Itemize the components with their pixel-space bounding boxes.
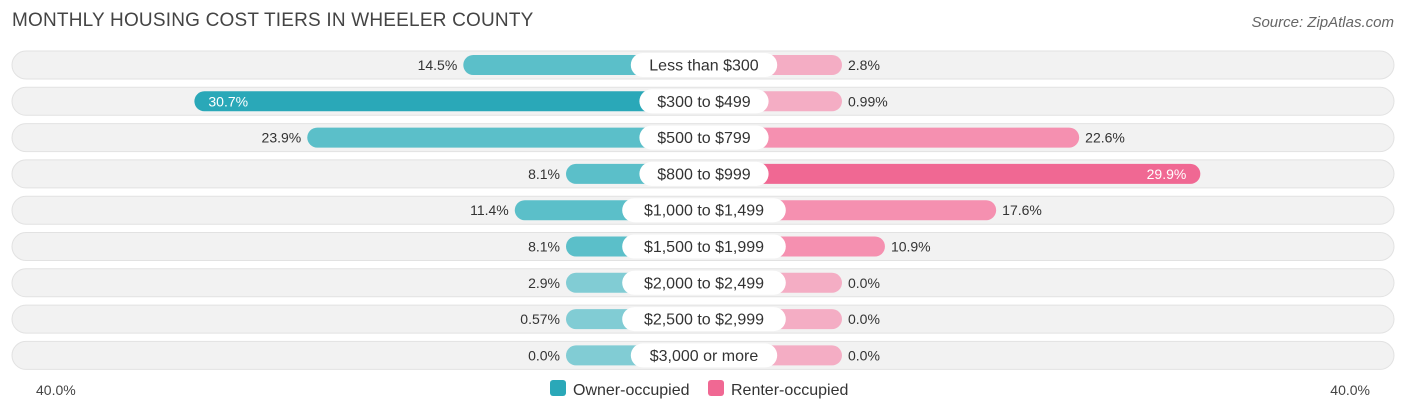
category-label: $1,000 to $1,499 [644,203,764,220]
renter-value-label: 0.0% [848,311,880,327]
category-label: $2,000 to $2,499 [644,275,764,292]
legend-label: Renter-occupied [731,382,848,399]
owner-value-label: 11.4% [470,202,509,218]
category-pill [639,89,769,114]
renter-value-label: 0.0% [848,347,880,363]
owner-bar [194,91,704,112]
chart-title: MONTHLY HOUSING COST TIERS IN WHEELER CO… [12,10,534,31]
renter-value-label: 29.9% [1147,166,1187,182]
category-pill [639,125,769,150]
owner-value-label: 14.5% [418,57,458,73]
chart-source: Source: ZipAtlas.com [1251,14,1394,31]
category-pill [622,234,786,259]
renter-bar [704,163,1201,184]
category-pill [630,53,778,77]
chart-row: $2,000 to $2,499 2.9% 0.0% [11,268,1395,298]
chart-row: $3,000 or more 0.0% 0.0% [11,340,1395,370]
owner-value-label: 8.1% [528,166,560,182]
category-pill [622,307,786,332]
category-pill [639,161,769,186]
axis-left-label: 40.0% [36,382,76,398]
owner-value-label: 0.57% [520,311,560,327]
renter-value-label: 0.0% [848,275,880,291]
category-pill [622,198,786,223]
chart-row: $1,500 to $1,999 8.1% 10.9% [11,232,1395,261]
owner-value-label: 8.1% [528,239,560,255]
renter-bar [704,127,1080,148]
renter-value-label: 0.99% [848,93,888,109]
category-pill [630,343,778,368]
owner-value-label: 0.0% [528,347,560,363]
legend: Owner-occupied Renter-occupied [550,380,848,399]
category-label: $3,000 or more [650,348,759,365]
axis-right-label: 40.0% [1330,382,1370,398]
renter-value-label: 22.6% [1085,130,1125,146]
owner-value-label: 2.9% [528,275,560,291]
category-label: $2,500 to $2,999 [644,312,764,329]
renter-value-label: 2.8% [848,57,880,73]
category-label: $1,500 to $1,999 [644,239,764,256]
chart-row: $1,000 to $1,499 11.4% 17.6% [11,195,1395,225]
legend-item: Renter-occupied [708,380,848,399]
legend-swatch [708,380,724,396]
owner-bar [307,127,704,148]
category-label: $300 to $499 [657,94,751,111]
category-pill [622,270,786,295]
chart-row: $300 to $499 30.7% 0.99% [11,86,1395,116]
owner-value-label: 23.9% [262,130,302,146]
category-label: Less than $300 [649,58,759,75]
legend-swatch [550,380,566,396]
legend-label: Owner-occupied [573,382,690,399]
renter-value-label: 17.6% [1002,202,1042,218]
owner-value-label: 30.7% [208,93,248,109]
category-label: $500 to $799 [657,130,751,147]
legend-item: Owner-occupied [550,380,690,399]
category-label: $800 to $999 [657,166,751,183]
chart-row: $2,500 to $2,999 0.57% 0.0% [11,304,1395,334]
chart-row: $800 to $999 8.1% 29.9% [11,159,1395,189]
renter-value-label: 10.9% [891,239,931,255]
chart-row: $500 to $799 23.9% 22.6% [11,123,1395,153]
chart-row: Less than $300 14.5% 2.8% [11,50,1395,80]
